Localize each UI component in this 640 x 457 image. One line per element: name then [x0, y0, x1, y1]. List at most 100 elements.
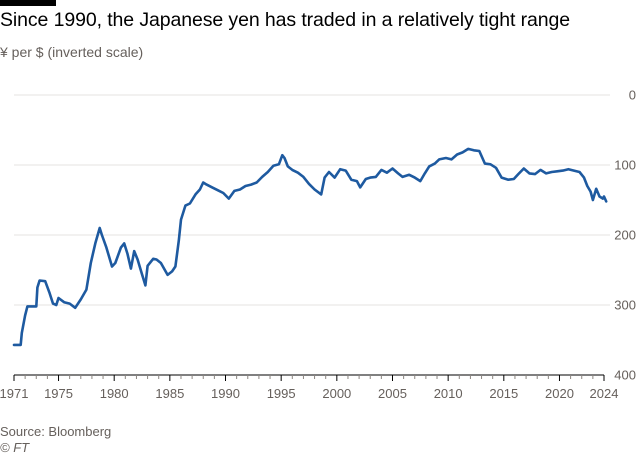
- series-layer: [12, 147, 608, 347]
- data-point: [86, 289, 88, 291]
- data-point: [467, 148, 469, 150]
- data-point: [145, 285, 147, 287]
- data-point: [351, 179, 353, 181]
- data-point: [185, 205, 187, 207]
- data-point: [513, 178, 515, 180]
- data-point: [180, 219, 182, 221]
- data-point: [206, 184, 208, 186]
- data-point: [375, 176, 377, 178]
- data-point: [13, 344, 15, 346]
- data-point: [99, 227, 101, 229]
- data-point: [52, 303, 54, 305]
- data-point: [605, 201, 607, 203]
- data-point: [603, 196, 605, 198]
- data-point: [74, 307, 76, 309]
- data-point: [462, 152, 464, 154]
- data-point: [35, 306, 37, 308]
- data-point: [27, 306, 29, 308]
- data-point: [590, 191, 592, 193]
- source-note: Source: Bloomberg: [0, 424, 112, 439]
- y-tick-label-0: 0: [629, 88, 636, 103]
- data-point: [545, 173, 547, 175]
- data-point: [69, 303, 71, 305]
- data-point: [386, 172, 388, 174]
- data-point: [281, 154, 283, 156]
- y-tick-label-300: 300: [614, 298, 636, 313]
- data-point: [320, 194, 322, 196]
- data-point: [392, 168, 394, 170]
- data-point: [523, 168, 525, 170]
- data-point: [245, 185, 247, 187]
- data-point: [345, 170, 347, 172]
- data-point: [484, 163, 486, 165]
- grid-layer: [14, 94, 610, 306]
- data-point: [234, 190, 236, 192]
- x-tick-label-1975: 1975: [44, 386, 73, 400]
- data-point: [402, 176, 404, 178]
- header-accent-bar: [0, 0, 56, 6]
- x-tick-label-1980: 1980: [100, 386, 129, 400]
- data-point: [211, 187, 213, 189]
- data-point: [397, 173, 399, 175]
- data-point: [58, 297, 60, 299]
- data-point: [175, 266, 177, 268]
- data-point: [167, 274, 169, 276]
- data-point: [94, 243, 96, 245]
- data-point: [256, 182, 258, 184]
- data-point: [292, 169, 294, 171]
- data-point: [171, 271, 173, 273]
- data-point: [434, 163, 436, 165]
- data-point: [587, 185, 589, 187]
- data-point: [339, 168, 341, 170]
- data-point: [261, 176, 263, 178]
- data-point: [595, 188, 597, 190]
- data-point: [127, 253, 129, 255]
- y-tick-label-400: 400: [614, 368, 636, 383]
- data-point: [534, 173, 536, 175]
- data-point: [324, 177, 326, 179]
- data-point: [408, 174, 410, 176]
- data-point: [303, 176, 305, 178]
- data-point: [456, 154, 458, 156]
- data-point: [199, 189, 201, 191]
- data-point: [130, 268, 132, 270]
- data-point: [106, 247, 108, 249]
- data-point: [573, 170, 575, 172]
- data-point: [63, 301, 65, 303]
- data-point: [308, 183, 310, 185]
- x-tick-label-2020: 2020: [545, 386, 574, 400]
- data-point: [414, 177, 416, 179]
- data-point: [115, 262, 117, 264]
- data-point: [56, 304, 58, 306]
- data-point: [568, 168, 570, 170]
- data-point: [250, 184, 252, 186]
- x-tick-label-2005: 2005: [378, 386, 407, 400]
- data-point: [424, 173, 426, 175]
- data-point: [540, 169, 542, 171]
- data-point: [101, 234, 103, 236]
- data-point: [562, 170, 564, 172]
- data-point: [381, 169, 383, 171]
- data-point: [583, 177, 585, 179]
- data-point: [267, 171, 269, 173]
- data-point: [202, 182, 204, 184]
- y-tick-label-200: 200: [614, 228, 636, 243]
- data-point: [287, 166, 289, 168]
- data-point: [359, 187, 361, 189]
- y-tick-label-100: 100: [614, 158, 636, 173]
- data-point: [556, 171, 558, 173]
- copyright-credit: © FT: [0, 440, 30, 455]
- label-layer: 0 100 200 300 400 1971 1975 1980 1985 1990 1995 200…: [0, 88, 636, 401]
- data-point: [137, 259, 139, 261]
- data-point: [328, 171, 330, 173]
- line-chart: 0 100 200 300 400 1971 1975 1980 1985 1990 1995 200…: [0, 88, 636, 401]
- data-point: [445, 157, 447, 159]
- x-tick-label-2024: 2024: [590, 386, 619, 400]
- data-point: [123, 243, 125, 245]
- x-tick-label-1971: 1971: [0, 386, 28, 400]
- data-point: [284, 157, 286, 159]
- data-point: [120, 247, 122, 249]
- data-point: [420, 180, 422, 182]
- data-point: [602, 198, 604, 200]
- data-point: [160, 262, 162, 264]
